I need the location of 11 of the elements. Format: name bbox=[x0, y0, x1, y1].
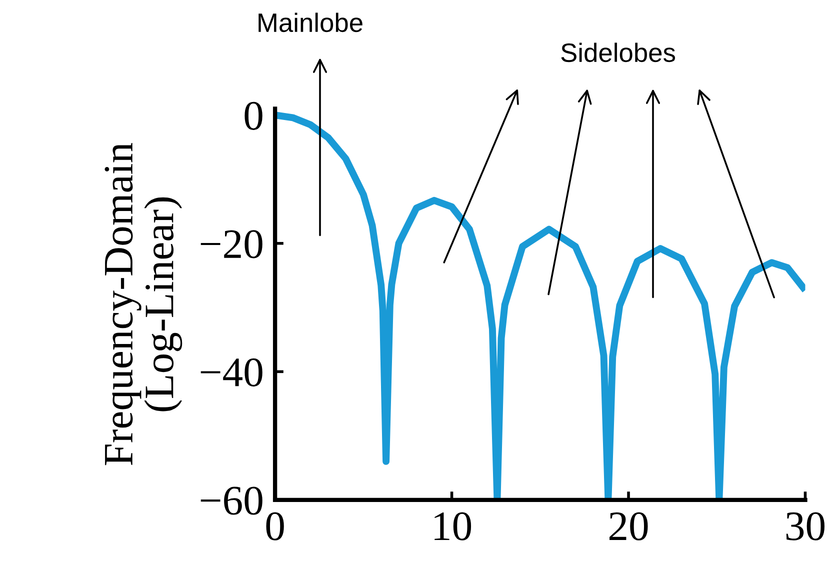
y-axis-title: Frequency-Domain (Log-Linear) bbox=[104, 142, 182, 466]
y-tick-label: −60 bbox=[200, 486, 262, 515]
x-tick-label: 20 bbox=[610, 512, 648, 540]
text: Mainlobe bbox=[258, 12, 362, 32]
y-tick-label: −40 bbox=[200, 358, 262, 387]
x-tick-label: 30 bbox=[786, 512, 824, 540]
y-tick-label: −20 bbox=[200, 230, 262, 258]
text: Sidelobes bbox=[561, 42, 675, 62]
x-tick-label: 10 bbox=[434, 512, 472, 540]
x-tick-label: 0 bbox=[266, 512, 284, 540]
y-tick-label: 0 bbox=[244, 102, 262, 130]
